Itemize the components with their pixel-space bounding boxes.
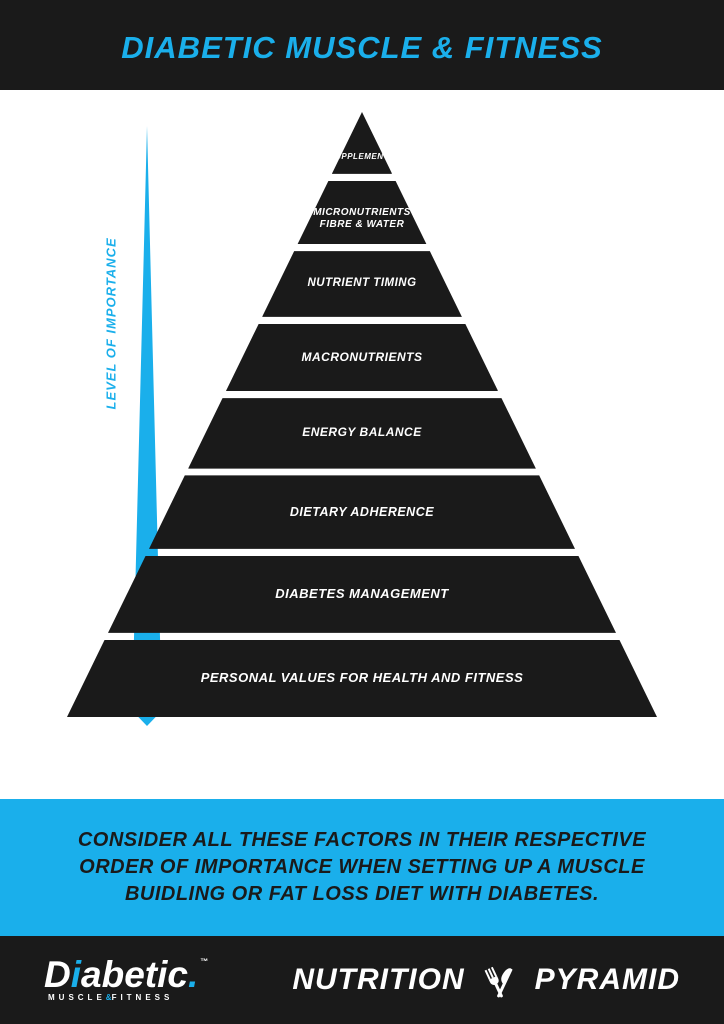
pyramid-tier-label: DIABETES MANAGEMENT (275, 587, 448, 602)
logo-sub-muscle: MUSCLE (48, 993, 106, 1002)
pyramid-tier: ENERGY BALANCE (188, 398, 536, 469)
pyramid-tier-label: PERSONAL VALUES FOR HEALTH AND FITNESS (201, 671, 524, 686)
pyramid: SUPPLEMENTS MICRONUTRIENTS FIBRE & WATER N… (67, 112, 657, 717)
pyramid-tier-label: MACRONUTRIENTS (302, 351, 423, 365)
footer-word-nutrition: NUTRITION (292, 963, 464, 997)
footer-word-pyramid: PYRAMID (535, 963, 680, 997)
pyramid-tier-label: SUPPLEMENTS (329, 152, 395, 161)
pyramid-tier-label: NUTRIENT TIMING (307, 277, 416, 290)
page-title: DIABETIC MUSCLE & FITNESS (0, 30, 724, 66)
header-bar: DIABETIC MUSCLE & FITNESS (0, 0, 724, 90)
pyramid-tier: MACRONUTRIENTS (226, 324, 498, 392)
logo-sub-fitness: FITNESS (112, 993, 174, 1002)
poster: DIABETIC MUSCLE & FITNESS LEVEL OF IMPOR… (0, 0, 724, 1024)
fork-knife-icon (479, 959, 521, 1001)
brand-logo-subtext: MUSCLE&FITNESS (48, 993, 173, 1002)
pyramid-tier-label: ENERGY BALANCE (302, 426, 421, 440)
pyramid-tier: NUTRIENT TIMING (262, 251, 462, 317)
pyramid-container: LEVEL OF IMPORTANCE SUPPLEMENTSMICRONUTR… (30, 112, 694, 787)
pyramid-tier: DIETARY ADHERENCE (149, 475, 575, 548)
pyramid-tier: MICRONUTRIENTS FIBRE & WATER (297, 181, 426, 245)
pyramid-tier-label: MICRONUTRIENTS FIBRE & WATER (313, 207, 411, 230)
callout-text: CONSIDER ALL THESE FACTORS IN THEIR RESP… (50, 827, 674, 908)
brand-logo-text: Diabetic.™ (44, 958, 208, 991)
pyramid-tier-label: DIETARY ADHERENCE (290, 505, 434, 519)
main-panel: LEVEL OF IMPORTANCE SUPPLEMENTSMICRONUTR… (0, 90, 724, 799)
footer-title: NUTRITION PYRAMID (292, 959, 680, 1001)
pyramid-tier: DIABETES MANAGEMENT (108, 556, 616, 633)
brand-logo: Diabetic.™ MUSCLE&FITNESS (44, 958, 208, 1002)
callout-banner: CONSIDER ALL THESE FACTORS IN THEIR RESP… (0, 799, 724, 936)
pyramid-tier: PERSONAL VALUES FOR HEALTH AND FITNESS (67, 640, 657, 717)
footer-bar: Diabetic.™ MUSCLE&FITNESS NUTRITION (0, 936, 724, 1024)
pyramid-tier: SUPPLEMENTS (332, 112, 392, 174)
